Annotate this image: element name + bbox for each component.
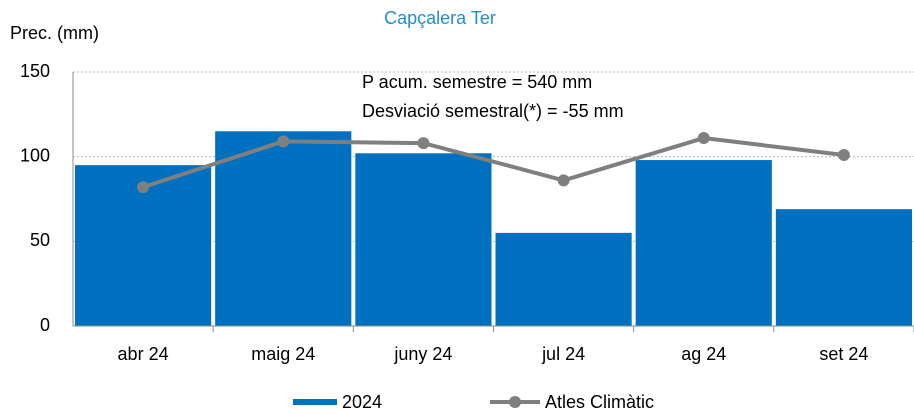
line <box>142 136 845 190</box>
line-marker <box>417 137 430 150</box>
bar <box>495 232 632 326</box>
chart-title: Capçalera Ter <box>384 8 496 28</box>
line-marker <box>277 135 290 148</box>
line-marker <box>557 174 570 187</box>
legend-swatch <box>293 399 337 405</box>
legend-label: Atles Climàtic <box>545 392 654 412</box>
x-tick-label: maig 24 <box>251 344 315 364</box>
line-marker <box>137 181 150 194</box>
x-tick-label: set 24 <box>819 344 868 364</box>
x-tick-label: abr 24 <box>118 344 169 364</box>
x-tick-label: ag 24 <box>681 344 726 364</box>
bar <box>775 209 912 326</box>
y-axis-label: Prec. (mm) <box>10 23 99 43</box>
line-marker <box>837 148 850 161</box>
y-tick-label: 150 <box>20 61 50 81</box>
line-marker <box>697 132 710 145</box>
y-tick-label: 50 <box>30 230 50 250</box>
annotation: P acum. semestre = 540 mm <box>362 72 592 92</box>
x-tick-label: juny 24 <box>393 344 452 364</box>
bar <box>215 131 352 326</box>
y-tick-label: 0 <box>40 315 50 335</box>
legend-marker <box>509 396 521 408</box>
bar <box>635 160 772 326</box>
legend-label: 2024 <box>342 392 382 412</box>
bar <box>355 153 492 326</box>
y-tick-label: 100 <box>20 145 50 165</box>
x-tick-label: jul 24 <box>541 344 585 364</box>
annotation: Desviació semestral(*) = -55 mm <box>362 101 624 121</box>
